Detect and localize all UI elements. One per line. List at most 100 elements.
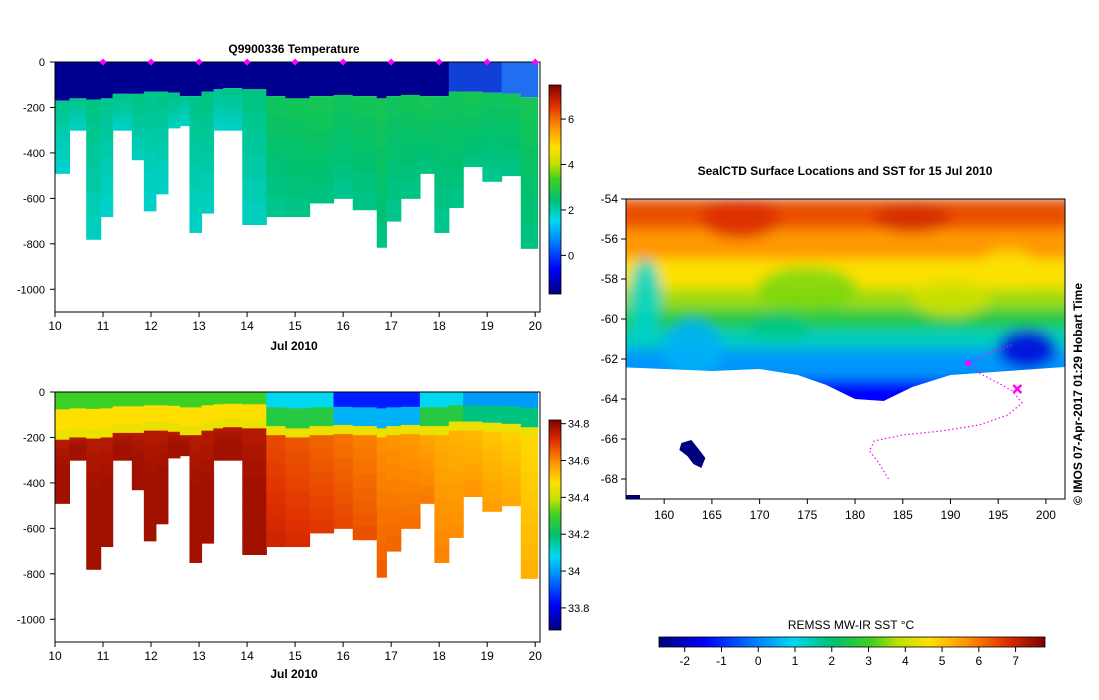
temperature-surface-cell <box>285 62 311 99</box>
salinity-cell <box>69 457 87 461</box>
salinity-cell <box>333 434 354 447</box>
salinity-cell <box>400 392 421 408</box>
salinity-cell <box>386 493 402 509</box>
salinity-cell <box>213 444 224 449</box>
salinity-cell <box>189 467 203 484</box>
salinity-cell <box>131 392 145 407</box>
temperature-cell <box>448 149 464 170</box>
sst-colorbar-tick-label: 6 <box>975 654 982 668</box>
temperature-surface-cell <box>400 62 421 95</box>
salinity-x-tick-label: 12 <box>144 649 158 663</box>
salinity-cell <box>266 426 287 436</box>
temperature-cell <box>463 91 483 105</box>
salinity-cell <box>266 532 287 548</box>
salinity-cell <box>463 447 483 456</box>
temperature-cell <box>434 141 450 165</box>
salinity-colorbar-tick-label: 33.8 <box>568 603 589 615</box>
temperature-cell <box>285 157 311 178</box>
salinity-cell <box>112 449 133 454</box>
temperature-cell <box>86 99 102 124</box>
salinity-cell <box>501 442 522 452</box>
temperature-cell <box>309 96 335 115</box>
sst-colorbar-tick-label: 3 <box>865 654 872 668</box>
salinity-cell <box>266 392 287 408</box>
salinity-cell <box>376 507 387 526</box>
salinity-cell <box>285 408 311 429</box>
salinity-cell <box>520 436 539 455</box>
salinity-cell <box>155 442 169 455</box>
temperature-cell <box>69 108 87 115</box>
temperature-cell <box>520 147 539 174</box>
salinity-cell <box>376 542 387 561</box>
salinity-cell <box>179 435 191 439</box>
temperature-cell <box>400 94 421 113</box>
salinity-cell <box>86 520 102 538</box>
salinity-colorbar-tick-label: 34.4 <box>568 492 589 504</box>
salinity-cell <box>434 407 450 427</box>
salinity-colorbar-ticks: 33.8 34 34.2 34.4 34.6 34.8 <box>561 419 589 615</box>
salinity-cell <box>333 445 354 459</box>
salinity-cell <box>266 463 287 478</box>
temperature-profile-markers <box>99 58 539 66</box>
salinity-cell <box>213 456 224 461</box>
salinity-cell <box>482 405 503 424</box>
salinity-cell <box>448 443 464 458</box>
profile-marker <box>147 58 155 66</box>
salinity-cell <box>131 440 145 448</box>
salinity-cell <box>419 392 435 408</box>
temperature-cell <box>285 98 311 119</box>
salinity-axes-frame <box>54 391 541 643</box>
salinity-cell <box>520 392 539 409</box>
salinity-cell <box>400 445 421 459</box>
salinity-y-tick-label: -800 <box>23 569 45 581</box>
temperature-cell <box>223 116 243 124</box>
salinity-cell <box>520 542 539 562</box>
temperature-cell <box>55 137 71 150</box>
salinity-cell <box>112 439 133 444</box>
salinity-cell <box>86 471 102 489</box>
salinity-cell <box>100 428 114 438</box>
salinity-cell <box>448 392 464 406</box>
temperature-cell <box>419 121 435 136</box>
temperature-cell <box>179 96 191 102</box>
salinity-cell <box>155 453 169 467</box>
temperature-cell <box>376 123 387 149</box>
salinity-cell <box>201 444 215 460</box>
temperature-cell <box>201 172 215 194</box>
salinity-cell <box>143 421 157 432</box>
temperature-cell <box>179 120 191 127</box>
salinity-cell <box>400 469 421 482</box>
temperature-colorbar-ticks: 0 2 4 6 <box>561 114 574 262</box>
temperature-cell <box>376 147 387 174</box>
sst-map-x-tick-label: 160 <box>654 508 674 522</box>
temperature-cell <box>376 197 387 223</box>
salinity-cell <box>179 453 191 457</box>
salinity-cell <box>155 512 169 525</box>
salinity-cell <box>309 496 335 509</box>
temperature-cell <box>520 223 539 249</box>
temperature-cell <box>100 177 114 198</box>
temperature-cell <box>55 112 71 126</box>
salinity-cell <box>55 495 71 504</box>
salinity-cell <box>386 392 402 408</box>
salinity-cell <box>69 451 87 455</box>
temperature-cell <box>242 156 267 180</box>
salinity-cell <box>131 406 145 425</box>
salinity-cell <box>189 451 203 468</box>
salinity-cell <box>434 482 450 500</box>
salinity-cell <box>448 421 464 432</box>
salinity-cell <box>223 443 243 449</box>
salinity-cell <box>386 426 402 436</box>
salinity-cell <box>155 405 169 423</box>
temperature-cell <box>86 169 102 194</box>
salinity-cell <box>143 392 157 406</box>
temperature-cell <box>179 105 191 112</box>
temperature-colorbar-tick-label: 4 <box>568 160 574 172</box>
salinity-cell <box>201 486 215 502</box>
salinity-cell <box>112 423 133 434</box>
salinity-cell <box>55 471 71 480</box>
temperature-cell <box>112 93 133 101</box>
temperature-cell <box>520 97 539 123</box>
temperature-cell <box>143 151 157 172</box>
salinity-cell <box>112 446 133 451</box>
